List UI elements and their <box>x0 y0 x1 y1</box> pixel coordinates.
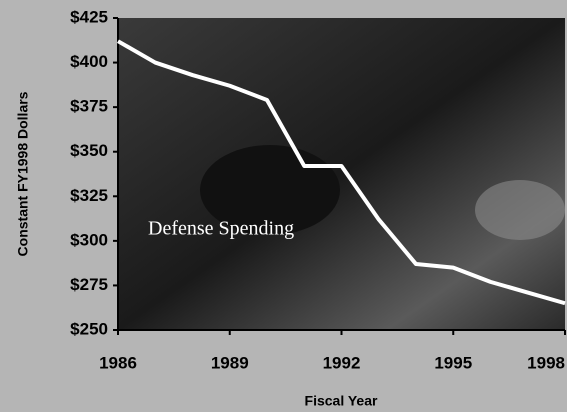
x-axis-title: Fiscal Year <box>305 393 378 409</box>
plot-area <box>118 18 565 330</box>
x-tick-label: 1998 <box>527 353 565 372</box>
y-tick-label: $250 <box>70 319 108 338</box>
y-tick-label: $275 <box>70 275 108 294</box>
x-tick-label: 1995 <box>434 353 472 372</box>
y-tick-label: $300 <box>70 230 108 249</box>
y-tick-label: $325 <box>70 186 108 205</box>
x-tick-label: 1986 <box>99 353 137 372</box>
y-tick-label: $350 <box>70 141 108 160</box>
y-axis-title: Constant FY1998 Dollars <box>15 91 31 256</box>
x-tick-label: 1992 <box>323 353 361 372</box>
annotation: Defense Spending <box>148 218 294 240</box>
photo-shape <box>475 180 565 240</box>
y-tick-label: $425 <box>70 7 108 26</box>
y-tick-label: $375 <box>70 97 108 116</box>
line <box>117 39 566 306</box>
x-tick-label: 1989 <box>211 353 249 372</box>
y-tick-label: $400 <box>70 52 108 71</box>
